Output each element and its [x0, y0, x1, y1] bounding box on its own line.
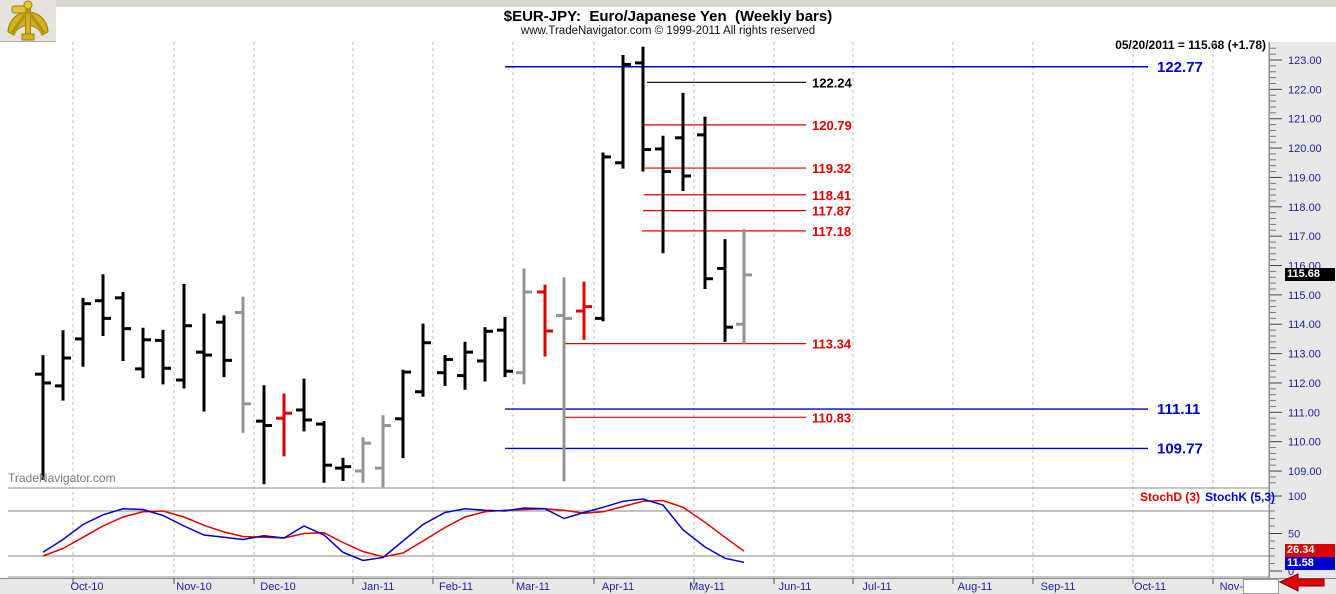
price-level-label-118.41: 118.41: [812, 188, 851, 203]
logo-area: [0, 0, 56, 42]
chart-title: $EUR-JPY: Euro/Japanese Yen (Weekly bars…: [503, 8, 833, 25]
price-level-label-117.87: 117.87: [812, 204, 851, 219]
scroll-left-arrow-icon[interactable]: [1278, 573, 1328, 593]
price-level-label-113.34: 113.34: [812, 337, 852, 352]
last-bar-readout: 05/20/2011 = 115.68 (+1.78): [1115, 38, 1266, 52]
price-axis-label-118: 118.00: [1288, 202, 1321, 214]
price-level-label-117.18: 117.18: [812, 224, 851, 239]
month-label-Aug-11: Aug-11: [958, 581, 993, 593]
month-label-Jan-11: Jan-11: [362, 581, 395, 593]
price-axis-label-113: 113.00: [1288, 349, 1321, 361]
stoch-axis-label-100: 100: [1288, 491, 1306, 503]
price-axis-label-115: 115.00: [1288, 290, 1321, 302]
stochd-curve: [42, 499, 745, 558]
chart-subtitle: www.TradeNavigator.com © 1999-2011 All r…: [520, 25, 816, 37]
price-level-label-119.32: 119.32: [812, 161, 851, 176]
price-axis-label-114: 114.00: [1288, 319, 1321, 331]
price-axis-strip: [1269, 42, 1336, 594]
stoch-axis-label-0: 0: [1288, 566, 1294, 578]
price-level-label-109.77: 109.77: [1157, 440, 1203, 457]
stochd-value-box: 26.34: [1285, 544, 1335, 557]
month-label-Mar-11: Mar-11: [516, 581, 550, 593]
price-axis-label-122: 122.00: [1288, 84, 1322, 96]
price-level-label-122.24: 122.24: [812, 75, 853, 90]
window-top-edge: [0, 0, 1336, 7]
stochk-legend-label[interactable]: StochK (5,3): [1205, 490, 1276, 504]
time-axis-strip: [0, 578, 1336, 594]
month-label-Jul-11: Jul-11: [862, 581, 891, 593]
month-label-Apr-11: Apr-11: [602, 581, 634, 593]
price-axis-label-109: 109.00: [1288, 466, 1322, 478]
stochd-legend-label[interactable]: StochD (3): [1140, 490, 1200, 504]
price-axis-label-117: 117.00: [1288, 231, 1321, 243]
price-axis-label-119: 119.00: [1288, 172, 1321, 184]
price-axis-label-111: 111.00: [1288, 407, 1320, 419]
month-label-May-11: May-11: [689, 581, 725, 593]
price-axis-label-112: 112.00: [1288, 378, 1321, 390]
price-level-label-111.11: 111.11: [1157, 401, 1200, 418]
price-axis-label-110: 110.00: [1288, 437, 1321, 449]
price-axis-label-121: 121.00: [1288, 114, 1322, 126]
watermark: TradeNavigator.com: [8, 471, 116, 485]
month-label-Sep-11: Sep-11: [1041, 581, 1076, 593]
stochk-value-box: 11.58: [1285, 557, 1335, 570]
stochk-curve: [42, 498, 745, 564]
trade-navigator-sextant-logo-icon: [7, 0, 49, 41]
price-level-label-120.79: 120.79: [812, 118, 852, 133]
scrollbar-track[interactable]: [1243, 579, 1279, 594]
price-axis-label-120: 120.00: [1288, 143, 1322, 155]
month-label-Oct-11: Oct-11: [1134, 581, 1166, 593]
month-label-Nov-10: Nov-10: [176, 581, 211, 593]
price-axis-label-123: 123.00: [1288, 55, 1322, 67]
month-label-Dec-10: Dec-10: [260, 581, 295, 593]
last-price-box: 115.68: [1285, 268, 1335, 281]
month-label-Feb-11: Feb-11: [439, 581, 473, 593]
month-label-Jun-11: Jun-11: [779, 581, 812, 593]
stoch-axis-label-50: 50: [1288, 529, 1300, 541]
price-level-label-122.77: 122.77: [1157, 59, 1203, 76]
price-level-label-110.83: 110.83: [812, 410, 851, 425]
month-label-Oct-10: Oct-10: [70, 581, 103, 593]
